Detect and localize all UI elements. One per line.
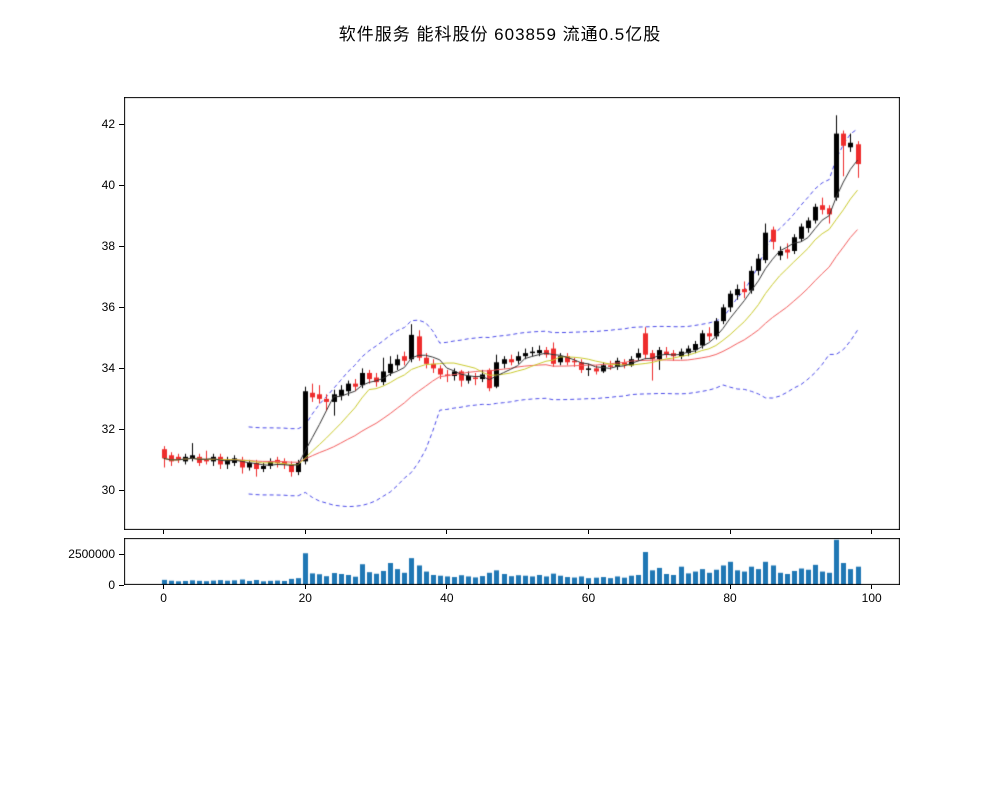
volume-x-tickmark — [163, 585, 165, 589]
x-tick-label: 60 — [581, 591, 596, 605]
price-y-tick-label: 42 — [101, 117, 115, 132]
volume-y-tickmark — [119, 553, 124, 555]
volume-x-tickmark — [587, 585, 589, 589]
price-y-tickmark — [119, 123, 124, 125]
price-y-tickmark — [119, 428, 124, 430]
volume-panel — [124, 538, 900, 585]
price-y-tick-label: 32 — [101, 422, 115, 437]
price-y-tickmark — [119, 245, 124, 247]
price-x-tickmark — [871, 530, 873, 534]
volume-x-tickmark — [871, 585, 873, 589]
volume-x-tickmark — [446, 585, 448, 589]
price-y-tickmark — [119, 184, 124, 186]
x-tick-label: 100 — [861, 591, 882, 605]
price-x-tickmark — [446, 530, 448, 534]
price-x-tickmark — [163, 530, 165, 534]
price-x-tickmark — [304, 530, 306, 534]
x-tick-label: 20 — [298, 591, 312, 605]
chart-title: 软件服务 能科股份 603859 流通0.5亿股 — [338, 25, 662, 44]
price-y-tick-label: 34 — [101, 361, 115, 376]
volume-y-tick-label: 2500000 — [68, 547, 115, 562]
price-y-tickmark — [119, 489, 124, 491]
price-y-tick-label: 38 — [101, 239, 115, 254]
x-tick-label: 40 — [440, 591, 454, 605]
x-tick-label: 0 — [160, 591, 167, 605]
volume-x-tickmark — [729, 585, 731, 589]
price-y-tick-label: 36 — [101, 300, 115, 315]
x-tick-label: 80 — [723, 591, 737, 605]
price-x-tickmark — [729, 530, 731, 534]
price-panel — [124, 97, 900, 530]
price-y-tick-label: 30 — [101, 483, 115, 498]
price-y-tickmark — [119, 367, 124, 369]
price-y-tick-label: 40 — [101, 178, 115, 193]
volume-y-tick-label: 0 — [108, 578, 115, 592]
volume-y-tickmark — [119, 584, 124, 586]
price-x-tickmark — [587, 530, 589, 534]
volume-x-tickmark — [304, 585, 306, 589]
price-candlestick-canvas — [124, 97, 900, 530]
volume-bars-canvas — [124, 538, 900, 585]
price-y-tickmark — [119, 306, 124, 308]
